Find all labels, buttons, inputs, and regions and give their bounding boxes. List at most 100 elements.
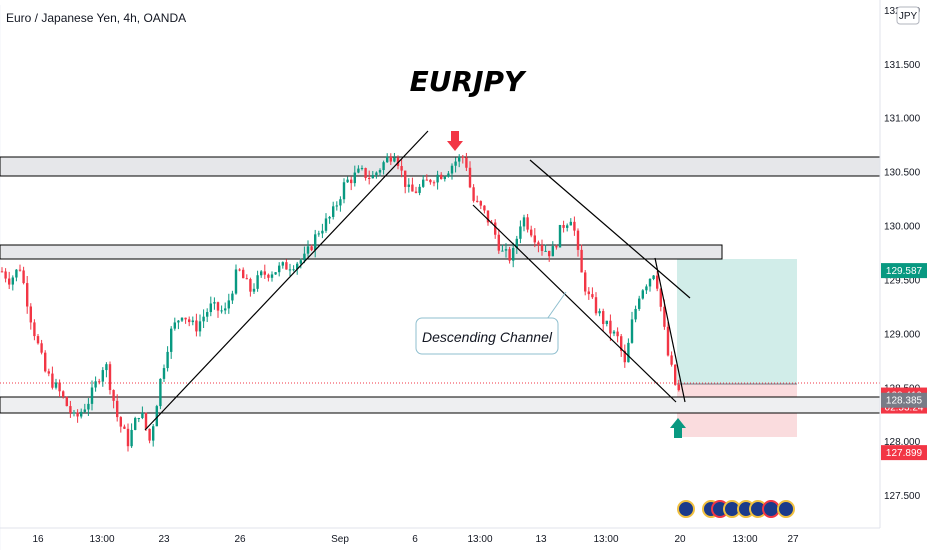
candle-body xyxy=(152,426,155,441)
candle-body xyxy=(242,269,245,279)
candle-body xyxy=(335,205,338,207)
candle-body xyxy=(591,294,594,298)
candle-body xyxy=(634,308,637,320)
candle-body xyxy=(267,274,270,278)
chart-title: EURJPY xyxy=(410,65,527,98)
candle-body xyxy=(252,288,256,292)
candle-body xyxy=(569,221,572,226)
candle-body xyxy=(263,271,266,275)
candle-body xyxy=(602,311,605,324)
candle-body xyxy=(162,368,166,379)
currency-badge[interactable] xyxy=(896,6,920,25)
candle-body xyxy=(166,351,169,369)
callout-label: Descending Channel xyxy=(422,329,553,345)
candle-body xyxy=(170,328,173,352)
candle-body xyxy=(180,317,184,321)
event-icon[interactable] xyxy=(762,500,780,518)
candle-body xyxy=(364,168,367,178)
candle-body xyxy=(155,406,158,427)
candle-body xyxy=(137,418,140,420)
candle-body xyxy=(450,165,454,174)
price-tick-label: 130.000 xyxy=(884,222,921,233)
resistance-zone-top[interactable] xyxy=(0,156,881,177)
candle-body xyxy=(468,167,472,188)
trend-lines xyxy=(144,130,691,431)
channel-upper-line[interactable] xyxy=(529,159,691,299)
candle-body xyxy=(105,364,108,371)
candle-body xyxy=(659,288,662,307)
candle-body xyxy=(584,272,587,292)
candle-body xyxy=(357,168,360,173)
candle-body xyxy=(123,426,126,429)
candle-body xyxy=(652,275,655,279)
candle-body xyxy=(393,157,396,162)
event-icon[interactable] xyxy=(777,500,795,518)
time-tick-label: 6 xyxy=(412,534,418,545)
support-zone[interactable] xyxy=(0,396,881,414)
candle-body xyxy=(479,201,482,206)
time-tick-label: 13:00 xyxy=(593,534,618,545)
candle-body xyxy=(292,269,295,271)
candle-body xyxy=(116,400,119,418)
annotation-callout[interactable]: Descending Channel xyxy=(415,291,567,355)
candle-body xyxy=(598,311,601,314)
candle-body xyxy=(177,320,180,323)
candle-body xyxy=(612,331,616,334)
price-tick-label: 130.500 xyxy=(884,168,921,179)
candle-body xyxy=(101,370,104,382)
candle-body xyxy=(36,336,40,344)
candle-body xyxy=(278,265,281,273)
candle-body xyxy=(576,230,580,250)
candle-body xyxy=(386,156,389,163)
candle-body xyxy=(533,235,536,243)
candle-body xyxy=(407,184,410,187)
candle-body xyxy=(425,179,428,181)
candle-body xyxy=(324,218,328,231)
candle-body xyxy=(18,269,22,271)
candle-body xyxy=(296,263,299,270)
candle-body xyxy=(620,336,623,351)
candle-body xyxy=(188,319,191,323)
candle-body xyxy=(483,205,486,211)
time-tick-labels: 16 13:00 23 26 Sep 6 13:00 13 13:00 20 13:00 27 xyxy=(32,534,799,545)
time-tick-label: 23 xyxy=(158,534,170,545)
candle-body xyxy=(314,234,317,251)
time-axis[interactable]: 16 13:00 23 26 Sep 6 13:00 13 13:00 20 13:00 27 xyxy=(0,527,880,545)
candle-body xyxy=(558,225,562,248)
candle-body xyxy=(231,293,234,301)
time-tick-label: 13:00 xyxy=(732,534,757,545)
candle-body xyxy=(206,312,209,317)
price-tag xyxy=(881,392,927,408)
event-icon[interactable] xyxy=(677,500,695,518)
candle-body xyxy=(508,249,511,261)
candle-body xyxy=(342,182,346,200)
candle-body xyxy=(69,406,72,414)
candle-body xyxy=(317,233,320,235)
channel-lower-line[interactable] xyxy=(472,204,677,403)
candle-body xyxy=(594,297,598,314)
candle-body xyxy=(530,229,533,236)
candle-body xyxy=(213,302,216,304)
price-tag xyxy=(881,263,927,279)
candle-body xyxy=(148,428,151,441)
candle-body xyxy=(472,187,475,201)
projection-line[interactable] xyxy=(654,257,686,403)
candle-body xyxy=(375,172,378,176)
candle-body xyxy=(130,429,133,447)
price-axis[interactable]: 132.000131.500131.000130.500130.000129.5… xyxy=(879,0,927,528)
candle-body xyxy=(353,172,356,184)
candle-body xyxy=(274,272,277,275)
candle-body xyxy=(270,274,274,278)
resistance-zone-mid[interactable] xyxy=(0,244,723,260)
candle-body xyxy=(224,308,227,311)
uptrend-line[interactable] xyxy=(144,130,429,431)
candle-body xyxy=(540,245,544,251)
candle-body xyxy=(346,179,349,183)
take-profit-zone[interactable] xyxy=(677,259,797,384)
candle-body xyxy=(33,322,36,337)
candle-body xyxy=(350,179,353,184)
candle-body xyxy=(119,417,122,427)
time-tick-label: 26 xyxy=(234,534,246,545)
